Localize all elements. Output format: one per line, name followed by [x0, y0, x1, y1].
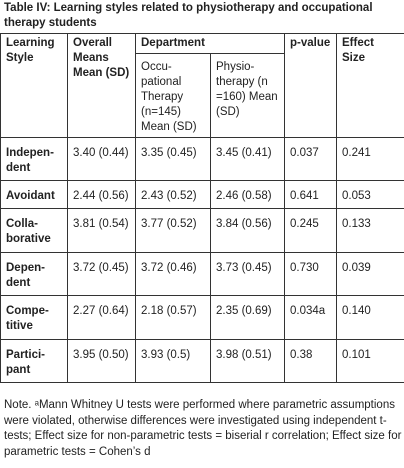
cell-effect-size: 0.101	[336, 338, 404, 383]
cell-occupational: 2.18 (0.57)	[135, 295, 211, 340]
row-label: Avoidant	[0, 180, 68, 210]
header-learning-style: Learning Style	[0, 33, 68, 138]
cell-effect-size: 0.053	[336, 180, 404, 210]
table-row: Colla-borative 3.81 (0.54) 3.77 (0.52) 3…	[0, 208, 404, 253]
table-row: Partici-pant 3.95 (0.50) 3.93 (0.5) 3.98…	[0, 338, 404, 383]
header-row-sub: Occu-pational Therapy (n=145) Mean (SD) …	[1, 53, 404, 138]
row-label: Depen-dent	[0, 251, 68, 297]
header-overall-means: Overall Means Mean (SD)	[67, 33, 136, 138]
cell-physiotherapy: 3.84 (0.56)	[210, 208, 285, 253]
cell-occupational: 3.77 (0.52)	[135, 208, 211, 253]
cell-physiotherapy: 2.46 (0.58)	[210, 180, 285, 210]
table-row: Indepen-dent 3.40 (0.44) 3.35 (0.45) 3.4…	[0, 136, 404, 182]
cell-overall: 2.27 (0.64)	[67, 295, 136, 340]
cell-overall: 3.95 (0.50)	[67, 338, 136, 383]
cell-p-value: 0.037	[284, 136, 337, 182]
table-row: Avoidant 2.44 (0.56) 2.43 (0.52) 2.46 (0…	[0, 180, 404, 210]
table-row: Depen-dent 3.72 (0.45) 3.72 (0.46) 3.73 …	[0, 251, 404, 297]
cell-p-value: 0.38	[284, 338, 337, 383]
cell-occupational: 3.72 (0.46)	[135, 251, 211, 297]
header-row-top: Learning Style Overall Means Mean (SD) D…	[0, 33, 404, 138]
cell-physiotherapy: 3.45 (0.41)	[210, 136, 285, 182]
cell-effect-size: 0.039	[336, 251, 404, 297]
cell-physiotherapy: 2.35 (0.69)	[210, 295, 285, 340]
header-department: Department	[135, 33, 285, 54]
row-label: Partici-pant	[0, 338, 68, 383]
learning-styles-table: Learning Style Overall Means Mean (SD) D…	[0, 33, 404, 383]
header-p-value: p-value	[284, 33, 337, 138]
cell-overall: 3.40 (0.44)	[67, 136, 136, 182]
cell-overall: 3.81 (0.54)	[67, 208, 136, 253]
cell-effect-size: 0.140	[336, 295, 404, 340]
cell-physiotherapy: 3.98 (0.51)	[210, 338, 285, 383]
row-label: Indepen-dent	[0, 136, 68, 182]
cell-p-value: 0.730	[284, 251, 337, 297]
row-label: Compe-titive	[0, 295, 68, 340]
cell-p-value: 0.034a	[284, 295, 337, 340]
cell-overall: 2.44 (0.56)	[67, 180, 136, 210]
cell-occupational: 2.43 (0.52)	[135, 180, 211, 210]
cell-physiotherapy: 3.73 (0.45)	[210, 251, 285, 297]
table-footnote: Note. ᵃMann Whitney U tests were perform…	[4, 399, 402, 458]
cell-overall: 3.72 (0.45)	[67, 251, 136, 297]
cell-occupational: 3.35 (0.45)	[135, 136, 211, 182]
header-effect-size: Effect Size	[336, 33, 404, 138]
table-row: Compe-titive 2.27 (0.64) 2.18 (0.57) 2.3…	[0, 295, 404, 340]
cell-effect-size: 0.241	[336, 136, 404, 182]
cell-occupational: 3.93 (0.5)	[135, 338, 211, 383]
header-occupational-therapy: Occu-pational Therapy (n=145) Mean (SD)	[135, 53, 211, 138]
header-physiotherapy: Physio-therapy (n =160) Mean (SD)	[210, 53, 285, 138]
cell-p-value: 0.245	[284, 208, 337, 253]
cell-p-value: 0.641	[284, 180, 337, 210]
cell-effect-size: 0.133	[336, 208, 404, 253]
row-label: Colla-borative	[0, 208, 68, 253]
table-title: Table IV: Learning styles related to phy…	[4, 2, 373, 29]
